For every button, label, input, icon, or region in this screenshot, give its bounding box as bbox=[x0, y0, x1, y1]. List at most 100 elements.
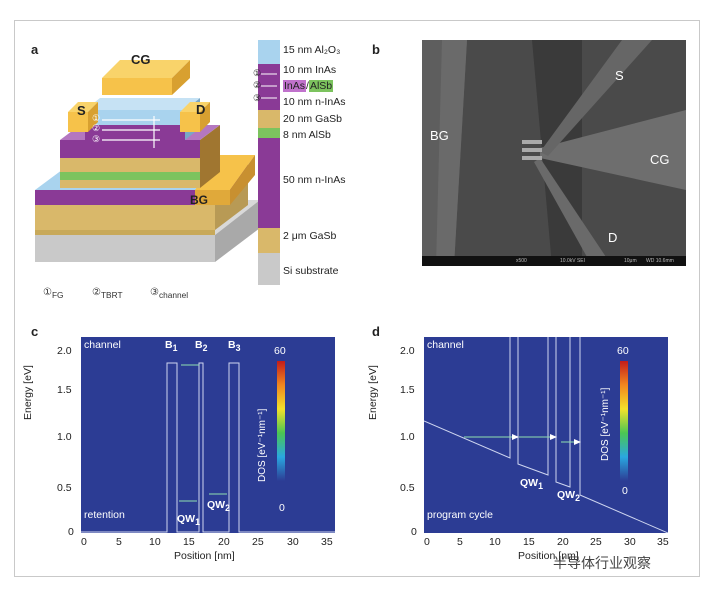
plot-c-xtick-35: 35 bbox=[321, 536, 333, 548]
column-marker-1: ① bbox=[253, 68, 262, 78]
layer-label-n-inas-50: 50 nm n-InAs bbox=[283, 174, 346, 186]
plot-c-xtick-20: 20 bbox=[218, 536, 230, 548]
plot-c-svg bbox=[81, 362, 335, 533]
layer-label-inas-alsb: InAs/AlSb bbox=[283, 80, 334, 92]
marker-1: ① bbox=[92, 113, 101, 123]
plot-c-colorbar bbox=[277, 361, 285, 481]
plot-c-channel: channel bbox=[84, 339, 121, 351]
barrier-b3-text: B bbox=[228, 339, 236, 351]
plot-c-mode: retention bbox=[84, 509, 125, 521]
sem-mag: x500 bbox=[516, 258, 527, 264]
plot-d-ytick-2: 2.0 bbox=[400, 345, 415, 357]
barrier-b3: B3 bbox=[228, 339, 240, 353]
barrier-b1: B1 bbox=[165, 339, 177, 353]
d-qw1-sub: 1 bbox=[538, 481, 543, 492]
qw2-text: QW bbox=[207, 499, 226, 511]
plot-c-ytick-05: 0.5 bbox=[57, 482, 72, 494]
plot-d-ylabel: Energy [eV] bbox=[367, 365, 379, 420]
plot-c-ytick-15: 1.5 bbox=[57, 384, 72, 396]
sem-cg-label: CG bbox=[650, 152, 670, 167]
barrier-b2-sub: 2 bbox=[202, 343, 208, 354]
plot-d-channel: channel bbox=[427, 339, 464, 351]
sem-s-label: S bbox=[615, 68, 624, 83]
footnote-tbrt-num: ② bbox=[92, 287, 101, 298]
plot-d-area: channel program cycle QW1 QW2 60 0 DOS [… bbox=[424, 337, 668, 533]
panel-letter-d: d bbox=[372, 324, 380, 339]
plot-d-xtick-5: 5 bbox=[457, 536, 463, 548]
footnote-fg-num: ① bbox=[43, 287, 52, 298]
plot-c-area: channel retention B1 B2 B3 QW1 QW2 60 0 … bbox=[81, 337, 335, 533]
plot-d-colorbar bbox=[620, 361, 628, 481]
plot-c-cbar-min: 0 bbox=[279, 502, 285, 514]
qw1-text: QW bbox=[177, 513, 196, 525]
plot-d-xtick-10: 10 bbox=[489, 536, 501, 548]
plot-d-svg bbox=[424, 337, 668, 533]
qw1-label: QW1 bbox=[177, 513, 200, 527]
plot-c-ytick-1: 1.0 bbox=[57, 431, 72, 443]
layer-label-alsb: 8 nm AlSb bbox=[283, 129, 331, 141]
plot-c-ylabel: Energy [eV] bbox=[22, 365, 34, 420]
footnote-fg: ①FG bbox=[43, 287, 64, 300]
sem-bg-label: BG bbox=[430, 128, 449, 143]
s-pad bbox=[68, 102, 98, 132]
qw2-label: QW2 bbox=[207, 499, 230, 513]
plot-d-xtick-0: 0 bbox=[424, 536, 430, 548]
plot-d-cbar-label: DOS [eV⁻¹nm⁻¹] bbox=[600, 387, 611, 461]
layer-label-al2o3: 15 nm Al₂O₃ bbox=[283, 44, 341, 56]
plot-d-mode: program cycle bbox=[427, 509, 493, 521]
cg-pad bbox=[102, 60, 190, 95]
plot-d-xtick-35: 35 bbox=[657, 536, 669, 548]
slash-text: / bbox=[306, 80, 309, 92]
panel-letter-b: b bbox=[372, 42, 380, 57]
plot-c-xlabel: Position [nm] bbox=[174, 550, 235, 562]
bg-pad bbox=[195, 155, 255, 205]
footnote-fg-text: FG bbox=[51, 290, 64, 300]
d-qw1-text: QW bbox=[520, 477, 539, 489]
plot-d-xtick-20: 20 bbox=[557, 536, 569, 548]
marker-3: ③ bbox=[92, 134, 101, 144]
plot-c-cbar-label: DOS [eV⁻¹nm⁻¹] bbox=[257, 408, 268, 482]
layer-column bbox=[258, 40, 280, 285]
plot-d-ytick-0: 0 bbox=[411, 526, 417, 538]
d-qw2-sub: 2 bbox=[575, 493, 580, 504]
channel-arrows bbox=[102, 116, 160, 148]
footnote-tbrt: ②TBRT bbox=[92, 287, 123, 300]
column-marker-3: ③ bbox=[253, 93, 262, 103]
layer-label-n-inas-10: 10 nm n-InAs bbox=[283, 96, 346, 108]
sem-wd: WD 10.6mm bbox=[646, 258, 674, 264]
sem-image: BG S CG D x500 10.0kV SEI 10μm WD 10.6mm bbox=[422, 40, 686, 266]
footnote-channel-num: ③ bbox=[150, 287, 159, 298]
plot-c-ytick-2: 2.0 bbox=[57, 345, 72, 357]
sem-info-bar: x500 10.0kV SEI 10μm WD 10.6mm bbox=[422, 256, 686, 266]
d-label: D bbox=[196, 102, 206, 117]
footnote-channel: ③channel bbox=[150, 287, 188, 300]
plot-c-xtick-10: 10 bbox=[149, 536, 161, 548]
barrier-b2-text: B bbox=[195, 339, 203, 351]
layer-label-gasb-2um: 2 μm GaSb bbox=[283, 230, 337, 242]
d-qw1-label: QW1 bbox=[520, 477, 543, 491]
plot-c-xtick-5: 5 bbox=[116, 536, 122, 548]
barrier-b1-text: B bbox=[165, 339, 173, 351]
layer-label-gasb-20: 20 nm GaSb bbox=[283, 113, 342, 125]
column-marker-2: ② bbox=[253, 80, 262, 90]
barrier-b3-sub: 3 bbox=[235, 343, 241, 354]
inas-chip: InAs bbox=[283, 80, 307, 92]
marker-2: ② bbox=[92, 123, 101, 133]
footnote-tbrt-text: TBRT bbox=[100, 290, 123, 300]
cg-label: CG bbox=[131, 52, 151, 67]
barrier-b1-sub: 1 bbox=[172, 343, 178, 354]
plot-d-xlabel: Position [nm] bbox=[518, 550, 579, 562]
sem-d-label: D bbox=[608, 230, 618, 245]
alsb-chip: AlSb bbox=[308, 80, 334, 92]
plot-c-cbar-max: 60 bbox=[274, 345, 286, 357]
watermark-text: 半导体行业观察 bbox=[553, 555, 651, 571]
plot-c-xtick-15: 15 bbox=[183, 536, 195, 548]
d-pad bbox=[180, 102, 210, 132]
d-qw2-text: QW bbox=[557, 489, 576, 501]
footnote-channel-text: channel bbox=[158, 290, 189, 300]
s-label: S bbox=[77, 103, 86, 118]
layer-label-si: Si substrate bbox=[283, 265, 339, 277]
barrier-b2: B2 bbox=[195, 339, 207, 353]
plot-d-cbar-max: 60 bbox=[617, 345, 629, 357]
plot-d-xtick-30: 30 bbox=[624, 536, 636, 548]
